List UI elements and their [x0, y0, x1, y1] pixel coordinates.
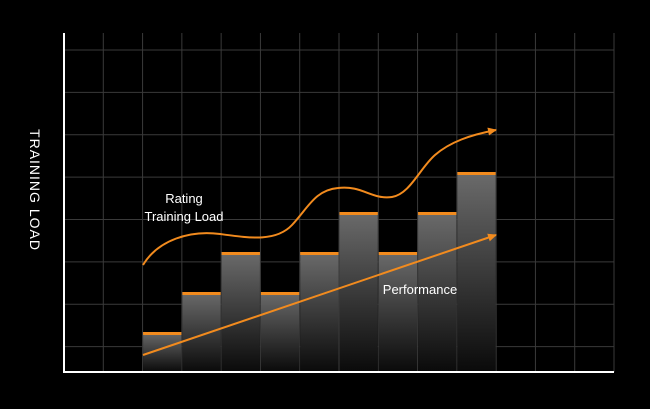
bar [339, 212, 378, 372]
rating-annotation-line-1: Rating [165, 191, 203, 206]
bar-cap [378, 252, 418, 255]
bar-cap [418, 212, 457, 215]
bar [457, 172, 496, 372]
performance-trend-arrow [142, 233, 497, 356]
bar [418, 212, 457, 372]
bar-cap [260, 292, 300, 295]
bar-cap [221, 252, 260, 255]
bar [300, 252, 339, 372]
bar-cap [339, 212, 378, 215]
bar-cap [300, 252, 339, 255]
y-axis-label: TRAINING LOAD [27, 129, 43, 251]
bar-cap [182, 292, 221, 295]
bar [378, 252, 418, 372]
grid-lines [64, 33, 615, 372]
bar [221, 252, 260, 372]
bars-group [143, 172, 496, 372]
bar [260, 292, 300, 372]
rating-training-load-curve [142, 127, 497, 266]
bar [182, 292, 221, 372]
rating-annotation-line-2: Training Load [144, 209, 223, 224]
performance-annotation: Performance [383, 282, 457, 297]
bar-cap [457, 172, 496, 175]
bar-cap [143, 332, 182, 335]
